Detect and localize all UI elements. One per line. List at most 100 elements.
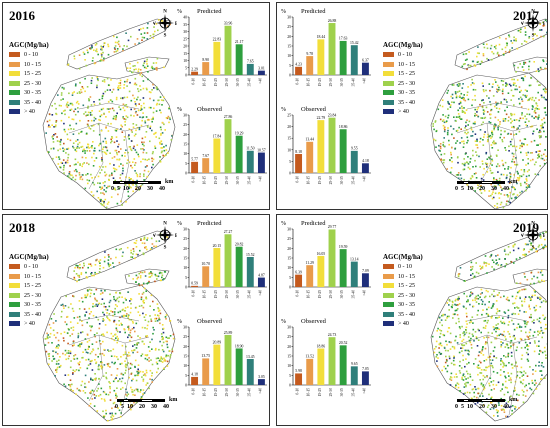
compass-label-w: W (521, 234, 524, 239)
bar-value-label: 27.27 (224, 230, 233, 234)
bar-value-label: 7.09 (362, 269, 369, 273)
x-tick-label: 15-25 (214, 78, 218, 87)
bar-value-label: 10.57 (257, 148, 266, 152)
agc-pixels (45, 19, 173, 209)
chart-title: Observed (301, 318, 327, 325)
legend-item: 10 - 15 (9, 274, 41, 280)
y-tick-label: 40 (183, 16, 187, 20)
x-tick-label: 35-40 (247, 388, 251, 397)
bar-10-15 (306, 358, 314, 385)
bar->40 (257, 152, 265, 173)
x-tick-label: 25-30 (329, 388, 333, 397)
bar-value-label: 18.90 (235, 344, 244, 348)
y-tick-label: 0 (185, 172, 187, 176)
legend-swatch (9, 109, 20, 115)
y-tick-label: 25 (287, 25, 291, 29)
legend-label: 15 - 25 (24, 283, 41, 289)
bar-35-40 (350, 261, 358, 287)
compass-label-n: N (163, 10, 167, 15)
scale-tick-label: 20 (479, 404, 485, 410)
bar-15-25 (317, 255, 325, 287)
legend-label: 10 - 15 (398, 273, 415, 280)
y-tick-label: 30 (183, 228, 187, 232)
bar-value-label: 21.17 (235, 40, 244, 44)
y-tick-label: 0 (289, 172, 291, 176)
chart-title: Observed (197, 318, 223, 325)
scale-segment (493, 399, 505, 402)
bar-value-label: 7.67 (202, 154, 209, 158)
x-tick-label: 15-25 (318, 176, 322, 185)
legend-swatch (383, 264, 394, 270)
legend-item: 35 - 40 (383, 312, 415, 318)
y-tick-label: 15 (183, 257, 187, 261)
bar-value-label: 24.73 (328, 333, 337, 337)
bar-value-label: 19.29 (235, 132, 244, 136)
panel-year-label: 2016 (9, 8, 35, 23)
bar-15-25 (213, 248, 221, 287)
bar-value-label: 10.70 (201, 262, 210, 266)
bar-value-label: 13.44 (305, 138, 314, 142)
bar-value-label: 33.96 (224, 22, 233, 26)
y-tick-label: 20 (183, 45, 187, 49)
bar-value-label: 22.83 (213, 38, 222, 42)
legend-label: 35 - 40 (398, 311, 415, 318)
compass-label-s: S (532, 246, 535, 250)
y-tick-label: 25 (183, 237, 187, 241)
bar-value-label: 27.86 (224, 115, 233, 119)
bar-30-35 (339, 249, 347, 287)
agc-pixels (432, 19, 547, 209)
x-tick-label: 10-15 (307, 388, 311, 397)
x-tick-label: 0-10 (296, 290, 300, 297)
legend-swatch (9, 283, 20, 289)
bar-25-30 (224, 25, 232, 75)
bar-chart-observed-2016: % Observed 0 5 10 15 20 25 30 5.77 0-10 7.67 10-15 17… (177, 106, 267, 185)
scale-segment (125, 181, 137, 184)
x-tick-label: 15-25 (214, 290, 218, 299)
compass-label-e: E (175, 22, 177, 27)
x-tick-label: 30-35 (236, 290, 240, 299)
y-tick-label: 15 (287, 45, 291, 49)
x-tick-label: 15-25 (214, 176, 218, 185)
legend-swatch (383, 80, 394, 86)
legend-swatch (9, 264, 20, 270)
compass-label-n: N (531, 222, 535, 227)
legend-label: 0 - 10 (24, 52, 38, 58)
x-tick-label: 15-25 (318, 290, 322, 299)
bar-0-10 (191, 71, 199, 75)
bar-35-40 (246, 63, 254, 75)
y-tick-label: 20 (183, 345, 187, 349)
scale-segment (119, 181, 125, 184)
chart-title: Predicted (197, 220, 222, 227)
legend-swatch (383, 292, 394, 298)
y-tick-label: 20 (287, 125, 291, 129)
bar-35-40 (246, 256, 254, 287)
x-tick-label: >40 (362, 388, 366, 394)
x-tick-label: 10-15 (307, 78, 311, 87)
bar-value-label: 5.77 (191, 158, 198, 162)
y-axis-unit: % (177, 107, 182, 113)
agc-map-2017 (430, 18, 547, 209)
legend-label: 10 - 15 (24, 273, 41, 280)
y-tick-label: 10 (287, 266, 291, 270)
x-tick-label: 35-40 (351, 78, 355, 87)
legend-item: 15 - 25 (9, 283, 41, 289)
legend-item: 0 - 10 (383, 264, 412, 270)
compass-label-e: E (543, 22, 545, 27)
x-tick-label: 0-10 (192, 176, 196, 183)
y-tick-label: 0 (185, 384, 187, 388)
map-panel-2019: 2019 AGC(Mg/ha) 0 - 10 10 - 15 15 - 25 25 - 3… (276, 214, 548, 426)
chart-title: Predicted (197, 8, 222, 15)
legend-item: 10 - 15 (9, 62, 41, 68)
scale-segment (469, 181, 481, 184)
scale-tick-label: 10 (123, 186, 129, 192)
bar-30-35 (339, 40, 347, 75)
y-axis-unit: % (281, 107, 286, 113)
legend-swatch (383, 283, 394, 289)
scale-segment (481, 181, 493, 184)
x-tick-label: 0-10 (192, 388, 196, 395)
compass-label-w: W (153, 22, 156, 27)
bar-value-label: 11.50 (246, 147, 255, 151)
bar-value-label: 4.23 (295, 63, 302, 67)
legend-item: 30 - 35 (9, 90, 41, 96)
scale-tick-label: 30 (151, 404, 157, 410)
